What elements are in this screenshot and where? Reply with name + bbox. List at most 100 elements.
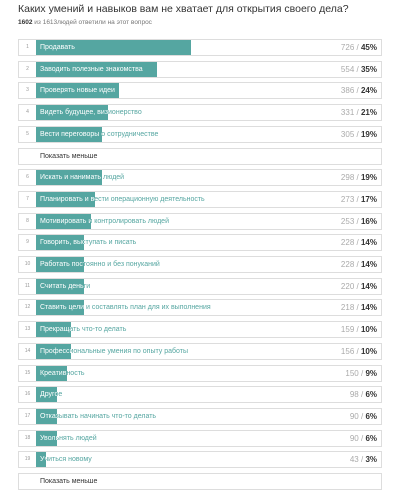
- option-label-overlay: Вести переговоры о сотрудничестве: [40, 130, 102, 138]
- percent-bar: Учиться новому: [36, 452, 47, 468]
- vote-count: 253: [340, 216, 355, 226]
- show-less-label[interactable]: Показать меньше: [40, 478, 98, 485]
- option-row[interactable]: 1ПродаватьПродавать726 / 45%: [18, 39, 382, 56]
- separator: /: [356, 86, 359, 96]
- vote-stats: 90 / 6%: [350, 431, 377, 446]
- separator: /: [356, 303, 359, 313]
- option-number: 10: [24, 261, 31, 267]
- option-row[interactable]: 7 Планировать и вести операционную деятел…: [18, 190, 382, 208]
- separator: /: [356, 216, 359, 226]
- option-label: Увольнять людей: [40, 434, 97, 442]
- vote-count: 273: [340, 194, 355, 204]
- vote-count: 218: [340, 303, 355, 313]
- vote-percent: 21%: [360, 108, 377, 118]
- option-label-overlay: Другое: [40, 391, 57, 399]
- vote-stats: 253 / 16%: [341, 214, 377, 229]
- vote-stats: 156 / 10%: [341, 344, 377, 359]
- vote-count: 159: [340, 325, 355, 335]
- option-label-overlay: Планировать и вести операционную деятель…: [40, 195, 95, 203]
- separator: /: [356, 325, 359, 335]
- percent-bar: Мотивировать и контролировать людей: [36, 213, 92, 229]
- percent-bar: Работать постоянно и без понуканий: [36, 257, 85, 272]
- option-label: Учиться новому: [40, 456, 92, 464]
- option-label-overlay: Проверять новые идеи: [40, 87, 115, 95]
- option-label-overlay: Отказывать начинать что-то делать: [40, 412, 57, 420]
- percent-bar: Ставить цели и составлять план для их вы…: [36, 300, 85, 316]
- separator: /: [356, 238, 359, 248]
- vote-percent: 10%: [360, 325, 377, 335]
- vote-count: 228: [340, 260, 355, 269]
- percent-bar: Считать деньги: [36, 278, 85, 294]
- vote-percent: 19%: [360, 173, 377, 183]
- vote-percent: 6%: [365, 411, 377, 421]
- vote-count: 305: [340, 129, 355, 139]
- option-label-overlay: Заводить полезные знакомства: [40, 65, 143, 73]
- percent-bar: Профессиональные умения по опыту работы: [36, 343, 71, 359]
- option-row[interactable]: 10 Работать постоянно и без понуканий Рабо…: [18, 256, 382, 273]
- show-less-button[interactable]: Показать меньше: [18, 473, 382, 490]
- subtitle-text: из 1613людей ответили на этот вопрос: [34, 19, 152, 26]
- option-number: 3: [26, 87, 29, 94]
- option-label-overlay: Прекращать что-то делать: [40, 326, 71, 334]
- option-label-overlay: Работать постоянно и без понуканий: [40, 261, 84, 268]
- separator: /: [356, 260, 359, 269]
- option-number: 18: [24, 434, 31, 441]
- vote-stats: 98 / 6%: [350, 387, 377, 402]
- separator: /: [360, 455, 364, 465]
- vote-percent: 16%: [360, 216, 377, 226]
- option-number: 14: [24, 347, 31, 354]
- option-row[interactable]: 9 Говорить, выступать и писать Говорить, в…: [18, 234, 382, 252]
- option-number: 7: [26, 195, 29, 202]
- option-number: 2: [26, 65, 29, 72]
- separator: /: [360, 433, 364, 443]
- vote-percent: 6%: [365, 433, 377, 443]
- option-label-overlay: Профессиональные умения по опыту работы: [40, 347, 71, 355]
- option-row[interactable]: 12 Ставить цели и составлять план для их …: [18, 299, 382, 317]
- vote-stats: 218 / 14%: [341, 300, 377, 315]
- percent-bar: Видеть будущее, визионерство: [36, 105, 109, 121]
- percent-bar: Заводить полезные знакомства: [36, 61, 157, 77]
- subtitle: 1602 из 1613людей ответили на этот вопро…: [18, 19, 152, 26]
- option-label: Планировать и вести операционную деятель…: [40, 195, 205, 203]
- separator: /: [360, 411, 364, 421]
- option-row[interactable]: 15КреативностьКреативность150 / 9%: [18, 364, 382, 382]
- vote-stats: 305 / 19%: [341, 127, 377, 142]
- percent-bar: Проверять новые идеи: [36, 83, 119, 99]
- vote-count: 90: [349, 433, 359, 443]
- option-label: Мотивировать и контролировать людей: [40, 217, 169, 225]
- option-number: 6: [26, 174, 29, 181]
- vote-percent: 35%: [360, 64, 377, 74]
- option-number: 4: [26, 109, 29, 116]
- separator: /: [360, 390, 364, 400]
- option-label-overlay: Ставить цели и составлять план для их вы…: [40, 304, 85, 312]
- vote-stats: 220 / 14%: [341, 279, 377, 294]
- option-row[interactable]: 14 Профессиональные умения по опыту работ…: [18, 342, 382, 360]
- percent-bar: Искать и нанимать людей: [36, 170, 102, 186]
- vote-percent: 45%: [360, 43, 377, 52]
- vote-count: 156: [340, 346, 355, 356]
- vote-stats: 554 / 35%: [341, 62, 377, 77]
- separator: /: [356, 43, 359, 52]
- option-row[interactable]: 8 Мотивировать и контролировать людей Моти…: [18, 212, 382, 230]
- show-less-button[interactable]: Показать меньше: [18, 147, 382, 165]
- option-row[interactable]: 5Вести переговоры о сотрудничествеВести …: [18, 125, 382, 143]
- show-less-label[interactable]: Показать меньше: [40, 152, 98, 160]
- separator: /: [356, 281, 359, 291]
- separator: /: [356, 108, 359, 118]
- option-row[interactable]: 16ДругоеДругое98 / 6%: [18, 386, 382, 404]
- option-label: Говорить, выступать и писать: [40, 239, 137, 247]
- option-number: 15: [24, 369, 31, 376]
- option-number: 9: [26, 239, 29, 246]
- option-number: 16: [24, 391, 31, 398]
- option-label-overlay: Увольнять людей: [40, 434, 57, 442]
